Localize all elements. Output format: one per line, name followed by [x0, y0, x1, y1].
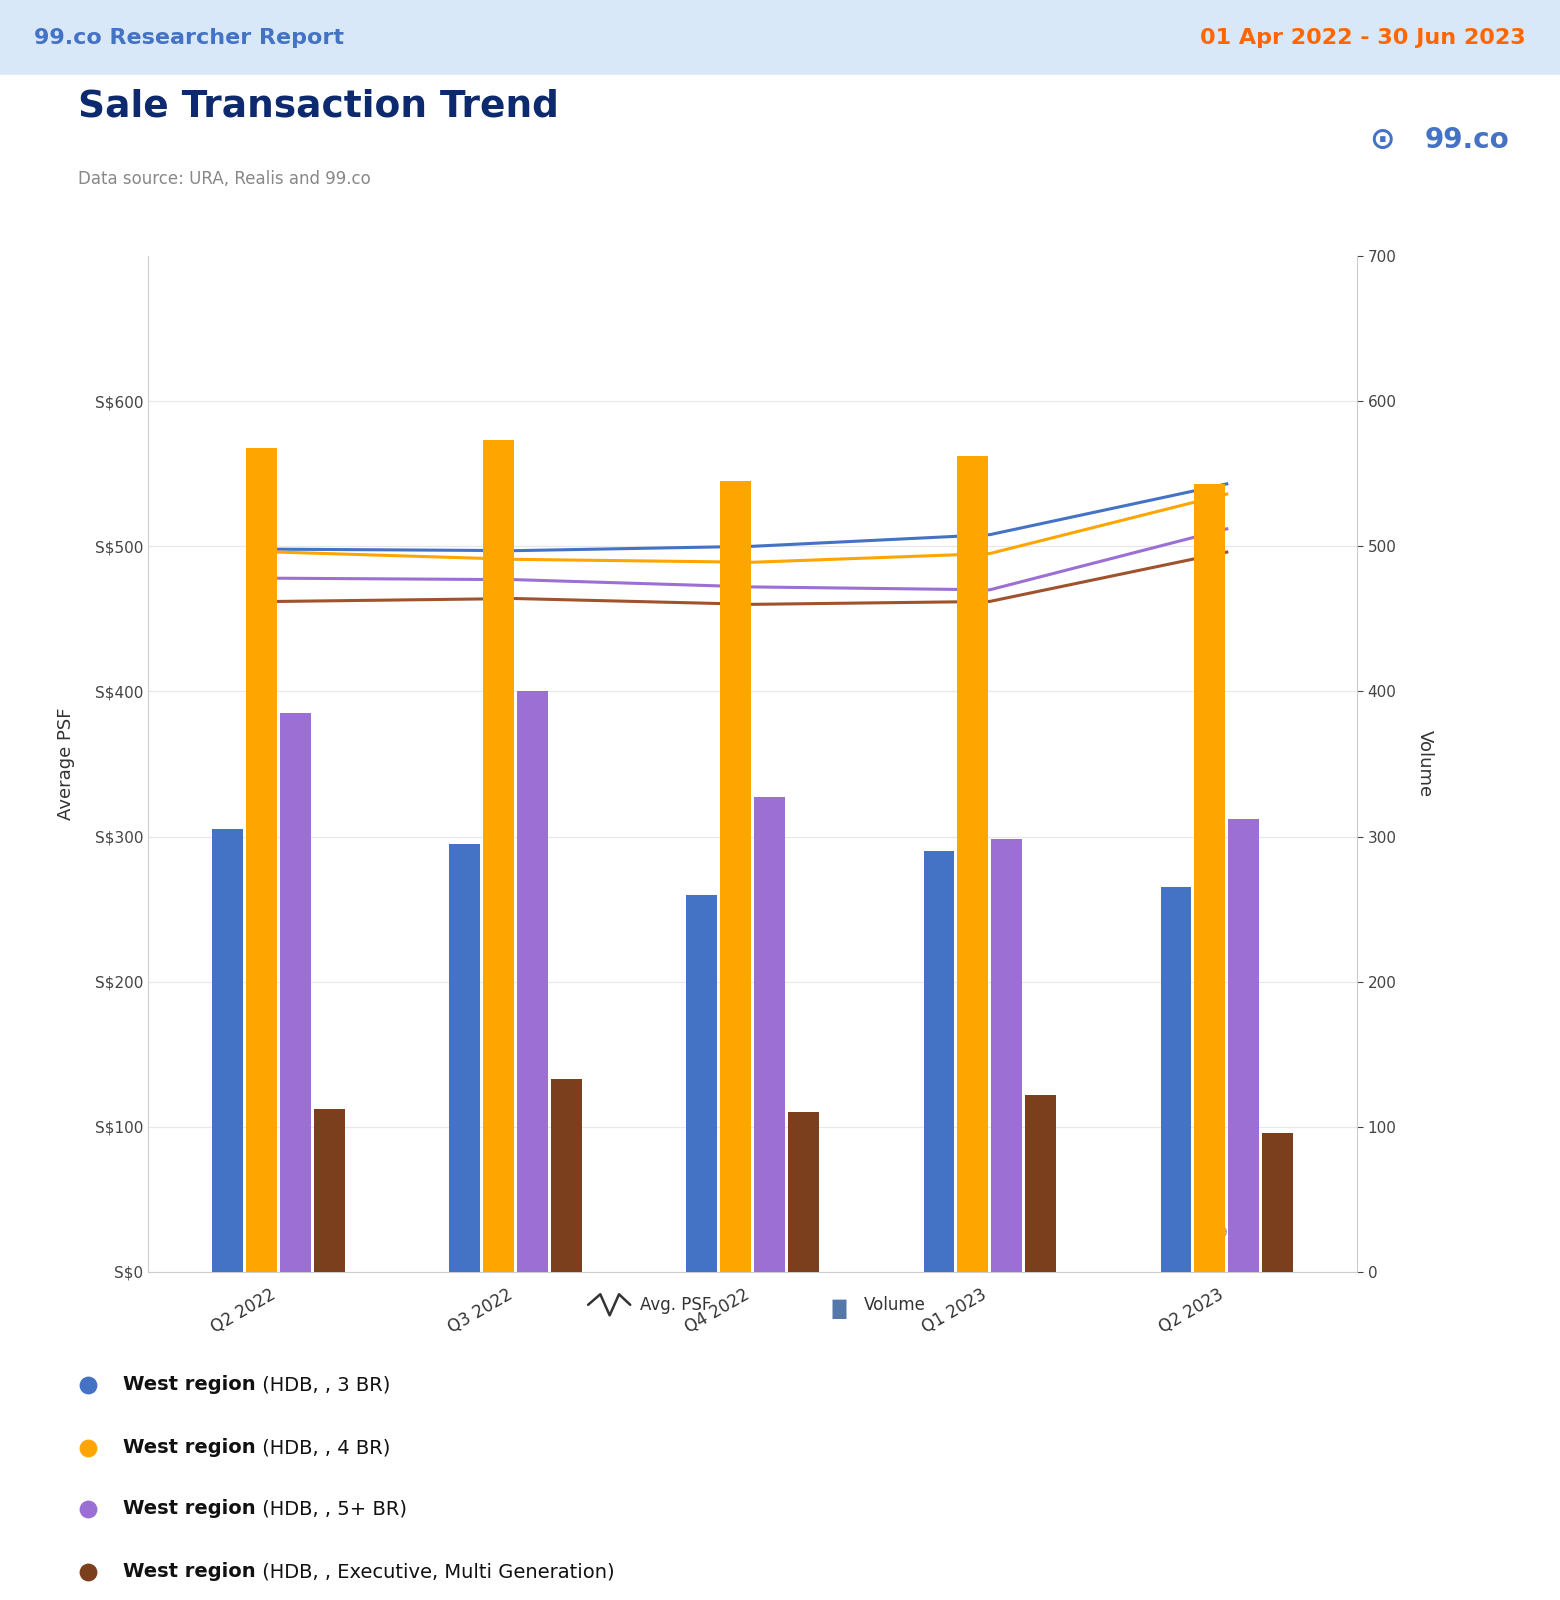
- Bar: [518, 691, 548, 1272]
- Text: (HDB, , Executive, Multi Generation): (HDB, , Executive, Multi Generation): [256, 1562, 615, 1581]
- Text: West region: West region: [123, 1438, 256, 1458]
- Bar: [924, 851, 955, 1272]
- Bar: [1195, 483, 1225, 1272]
- Text: (HDB, , 4 BR): (HDB, , 4 BR): [256, 1438, 390, 1458]
- Text: Exec, Multi-gen: S$496: Exec, Multi-gen: S$496: [958, 226, 1154, 240]
- Bar: [551, 1078, 582, 1272]
- Text: ⊙ 99.co: ⊙ 99.co: [1203, 1226, 1257, 1240]
- Bar: [686, 894, 718, 1272]
- Text: Data source: URA, Realis and 99.co: Data source: URA, Realis and 99.co: [78, 170, 371, 189]
- Bar: [958, 456, 987, 1272]
- Text: West region: West region: [123, 1376, 256, 1394]
- Text: ▐▌: ▐▌: [825, 1299, 855, 1318]
- Bar: [721, 482, 752, 1272]
- Text: (HDB, , 3 BR): (HDB, , 3 BR): [256, 1376, 390, 1394]
- Point: [1003, 142, 1028, 168]
- Text: West region: West region: [123, 1562, 256, 1581]
- Bar: [753, 797, 785, 1272]
- Y-axis label: Average PSF: Average PSF: [58, 707, 75, 821]
- Text: (HDB, , 5+ BR): (HDB, , 5+ BR): [256, 1499, 407, 1518]
- Bar: [991, 840, 1022, 1272]
- Bar: [1161, 888, 1192, 1272]
- Text: 4-room: S$520: 4-room: S$520: [958, 165, 1084, 179]
- Text: 99.co: 99.co: [1424, 126, 1509, 154]
- Y-axis label: Volume: Volume: [1416, 731, 1434, 797]
- Text: Avg. PSF: Avg. PSF: [640, 1296, 711, 1314]
- Text: West region: West region: [123, 1499, 256, 1518]
- Bar: [246, 448, 278, 1272]
- Point: [1003, 1269, 1028, 1294]
- Bar: [788, 1112, 819, 1272]
- Bar: [1025, 1094, 1056, 1272]
- Text: Volume: Volume: [864, 1296, 927, 1314]
- Bar: [314, 1109, 345, 1272]
- Point: [1003, 694, 1028, 720]
- Text: 5-room: S$517: 5-room: S$517: [958, 195, 1083, 210]
- Bar: [484, 440, 515, 1272]
- Text: ⊙: ⊙: [1370, 125, 1395, 155]
- Bar: [281, 714, 310, 1272]
- Text: 99.co Researcher Report: 99.co Researcher Report: [34, 27, 345, 48]
- Text: Sale Transaction Trend: Sale Transaction Trend: [78, 88, 558, 125]
- Bar: [1262, 1133, 1293, 1272]
- Bar: [449, 843, 480, 1272]
- Bar: [1228, 819, 1259, 1272]
- Bar: [212, 829, 243, 1272]
- Text: Q2 2023 avg price psf: Q2 2023 avg price psf: [958, 101, 1162, 118]
- Text: 3-room: S$539: 3-room: S$539: [958, 134, 1084, 150]
- Text: 01 Apr 2022 - 30 Jun 2023: 01 Apr 2022 - 30 Jun 2023: [1200, 27, 1526, 48]
